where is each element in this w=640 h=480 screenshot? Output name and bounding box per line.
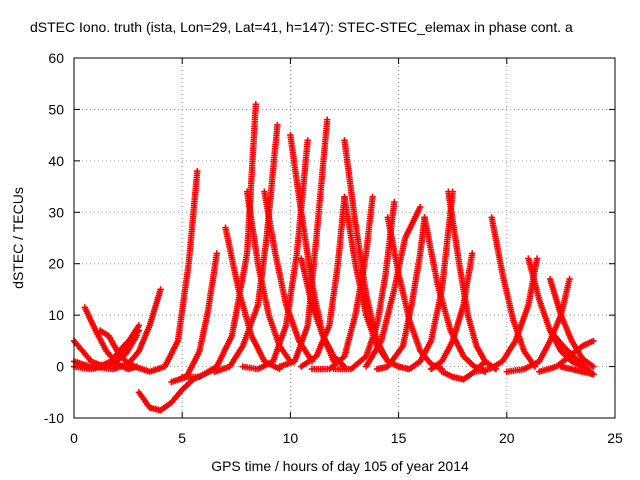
data-point-markers <box>373 214 428 373</box>
data-series-arc <box>438 358 489 383</box>
x-tick-label: 25 <box>607 430 623 446</box>
x-axis-ticks: 0 5 10 15 20 25 <box>70 58 623 446</box>
y-tick-label: 20 <box>48 256 64 272</box>
data-series-arc <box>168 250 220 386</box>
x-tick-label: 20 <box>499 430 515 446</box>
x-tick-label: 10 <box>283 430 299 446</box>
y-tick-label: -10 <box>44 410 64 426</box>
x-axis-label: GPS time / hours of day 105 of year 2014 <box>211 458 469 474</box>
x-tick-label: 0 <box>70 430 78 446</box>
y-tick-label: 10 <box>48 307 64 323</box>
data-series-arc <box>427 250 476 373</box>
data-point-markers <box>427 250 476 373</box>
data-series-arc <box>503 275 573 375</box>
data-series-arc <box>298 193 348 370</box>
y-tick-label: 60 <box>48 50 64 66</box>
data-marks <box>70 101 597 414</box>
data-point-markers <box>546 275 597 370</box>
data-point-markers <box>298 193 348 370</box>
x-tick-label: 15 <box>391 430 407 446</box>
y-tick-label: 40 <box>48 153 64 169</box>
data-series-arc <box>546 275 597 370</box>
data-series-arc <box>557 363 597 378</box>
data-series-arc <box>421 214 489 375</box>
y-tick-label: 30 <box>48 204 64 220</box>
y-axis-ticks: -10 0 10 20 30 40 50 60 <box>44 50 615 426</box>
y-axis-label: dSTEC / TECUs <box>10 187 26 289</box>
x-tick-label: 5 <box>178 430 186 446</box>
y-tick-label: 0 <box>56 359 64 375</box>
data-point-markers <box>384 214 446 373</box>
data-point-markers <box>557 363 597 378</box>
data-point-markers <box>261 188 316 365</box>
plot-frame <box>73 57 616 419</box>
data-point-markers <box>421 214 489 375</box>
data-point-markers <box>168 250 220 386</box>
data-series-arc <box>373 214 428 373</box>
chart-title: dSTEC Iono. truth (ista, Lon=29, Lat=41,… <box>30 19 573 35</box>
data-series-arc <box>131 167 201 375</box>
data-point-markers <box>131 167 201 375</box>
data-series-arc <box>92 286 164 373</box>
data-point-markers <box>503 275 573 375</box>
data-series-arc <box>384 214 446 373</box>
y-tick-label: 50 <box>48 101 64 117</box>
data-point-markers <box>438 358 489 383</box>
data-point-markers <box>92 286 164 373</box>
data-series-arc <box>261 188 316 365</box>
